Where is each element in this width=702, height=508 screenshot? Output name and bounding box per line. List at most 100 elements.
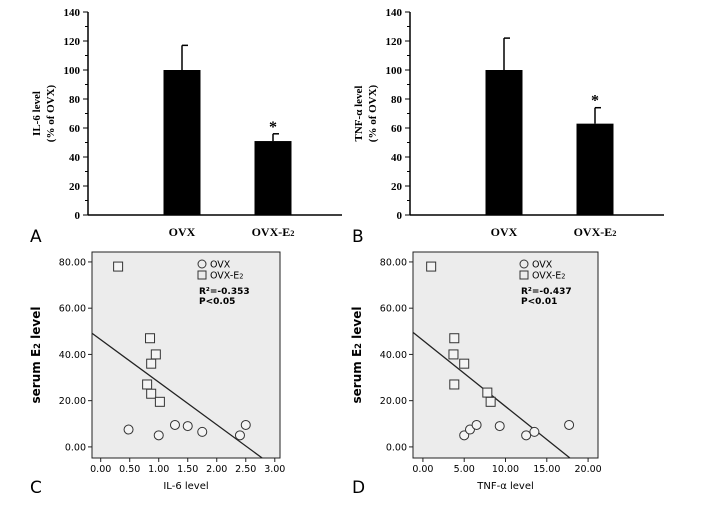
y-tick-label: 40: [391, 152, 403, 164]
bar-chart-B: 0 20 40 60 80 100 120 140 TNF-α level (% of OVX) O…: [353, 7, 664, 239]
x-tick-label: 2.00: [206, 464, 227, 475]
legend-label: OVX: [210, 260, 231, 271]
point-OVX-E2: [482, 387, 493, 398]
stat-text: P<0.01: [521, 297, 557, 307]
y-tick-label: 0.00: [386, 442, 407, 453]
scatter-chart-D: 0.00 20.00 40.00 60.00 80.00 0.00 5.00 10.00 15.…: [350, 251, 602, 492]
point-OVX-E2: [142, 379, 153, 390]
regression-line: [91, 332, 263, 459]
y-tick-label: 0: [397, 210, 403, 222]
x-axis-label: IL-6 level: [163, 481, 208, 492]
legend-label: OVX-E2: [210, 271, 244, 282]
x-tick-label: 1.00: [148, 464, 169, 475]
legend-label: OVX-E2: [532, 271, 566, 282]
y-axis-label: TNF-α level (% of OVX): [353, 84, 379, 142]
y-tick-label: 40: [69, 152, 81, 164]
x-tick-label: 0.00: [412, 464, 433, 475]
y-tick-label: 80.00: [380, 257, 407, 268]
significance-marker: *: [269, 119, 277, 136]
y-tick-label: 140: [64, 7, 81, 19]
panel-label-C: C: [30, 478, 42, 498]
x-tick-label: OVX: [491, 225, 518, 239]
y-tick-label: 120: [64, 36, 81, 48]
point-OVX-E2: [145, 333, 156, 344]
y-axis-label: IL-6 level (% of OVX): [31, 84, 57, 142]
point-OVX-E2: [150, 349, 161, 360]
point-OVX-E2: [113, 261, 124, 272]
y-tick-label: 120: [386, 36, 403, 48]
x-tick-label: 15.00: [533, 464, 560, 475]
bar-OVX: [163, 70, 201, 215]
bar-OVX: [485, 70, 523, 215]
y-tick-label: 20.00: [59, 396, 86, 407]
bar-OVX-E2: [576, 123, 614, 215]
point-OVX-E2: [426, 261, 437, 272]
point-OVX: [169, 419, 180, 430]
x-tick-label: OVX-E2: [252, 225, 295, 239]
y-tick-label: 80: [69, 94, 81, 106]
x-tick-label: 1.50: [177, 464, 198, 475]
point-OVX-E2: [485, 396, 496, 407]
bar-OVX-E2: [254, 141, 292, 215]
point-OVX-E2: [449, 333, 460, 344]
stat-text: P<0.05: [199, 297, 235, 307]
point-OVX-E2: [459, 358, 470, 369]
panel-label-D: D: [352, 478, 365, 498]
point-OVX: [564, 419, 575, 430]
y-axis-label: serum E2 level: [29, 307, 43, 404]
panel-label-A: A: [30, 227, 42, 247]
legend-marker-square: [519, 270, 529, 280]
point-OVX: [197, 426, 208, 437]
point-OVX-E2: [449, 379, 460, 390]
x-tick-label: 10.00: [492, 464, 519, 475]
y-tick-label: 80.00: [59, 257, 86, 268]
y-tick-label: 60.00: [380, 304, 407, 315]
y-tick-label: 140: [386, 7, 403, 19]
legend-marker-circle: [197, 259, 207, 269]
stat-text: R²=-0.437: [521, 287, 572, 297]
x-tick-label: 0.50: [119, 464, 140, 475]
point-OVX: [521, 430, 532, 441]
point-OVX-E2: [448, 349, 459, 360]
legend-marker-square: [197, 270, 207, 280]
significance-marker: *: [591, 93, 599, 110]
legend-marker-circle: [519, 259, 529, 269]
y-tick-label: 100: [64, 65, 81, 77]
y-tick-label: 0.00: [65, 442, 86, 453]
legend-label: OVX: [532, 260, 553, 271]
y-tick-label: 60.00: [59, 304, 86, 315]
y-tick-label: 20: [69, 181, 81, 193]
y-tick-label: 40.00: [59, 350, 86, 361]
y-tick-label: 20: [391, 181, 403, 193]
panel-label-B: B: [352, 227, 364, 247]
point-OVX: [153, 430, 164, 441]
y-tick-label: 100: [386, 65, 403, 77]
point-OVX: [529, 426, 540, 437]
x-tick-label: 5.00: [454, 464, 475, 475]
y-tick-label: 80: [391, 94, 403, 106]
x-tick-label: 3.00: [264, 464, 285, 475]
y-tick-label: 60: [391, 123, 403, 135]
x-tick-label: OVX-E2: [574, 225, 617, 239]
point-OVX: [240, 419, 251, 430]
point-OVX: [471, 419, 482, 430]
point-OVX-E2: [146, 358, 157, 369]
x-tick-label: 2.50: [235, 464, 256, 475]
point-OVX-E2: [146, 388, 157, 399]
x-tick-label: 0.00: [90, 464, 111, 475]
y-tick-label: 60: [69, 123, 81, 135]
y-axis-label: serum E2 level: [350, 307, 364, 404]
point-OVX: [123, 424, 134, 435]
point-OVX-E2: [154, 396, 165, 407]
scatter-chart-C: 0.00 20.00 40.00 60.00 80.00 0.00 0.50 1.00 1.50…: [29, 251, 285, 492]
bar-chart-A: 0 20 40 60 80 100 120 140 IL-6 level (% of OVX) OV…: [31, 7, 342, 239]
y-tick-label: 0: [75, 210, 81, 222]
y-tick-label: 40.00: [380, 350, 407, 361]
point-OVX: [182, 421, 193, 432]
stat-text: R²=-0.353: [199, 287, 250, 297]
x-tick-label: OVX: [169, 225, 196, 239]
x-tick-label: 20.00: [574, 464, 601, 475]
x-axis-label: TNF-α level: [476, 481, 534, 492]
y-tick-label: 20.00: [380, 396, 407, 407]
